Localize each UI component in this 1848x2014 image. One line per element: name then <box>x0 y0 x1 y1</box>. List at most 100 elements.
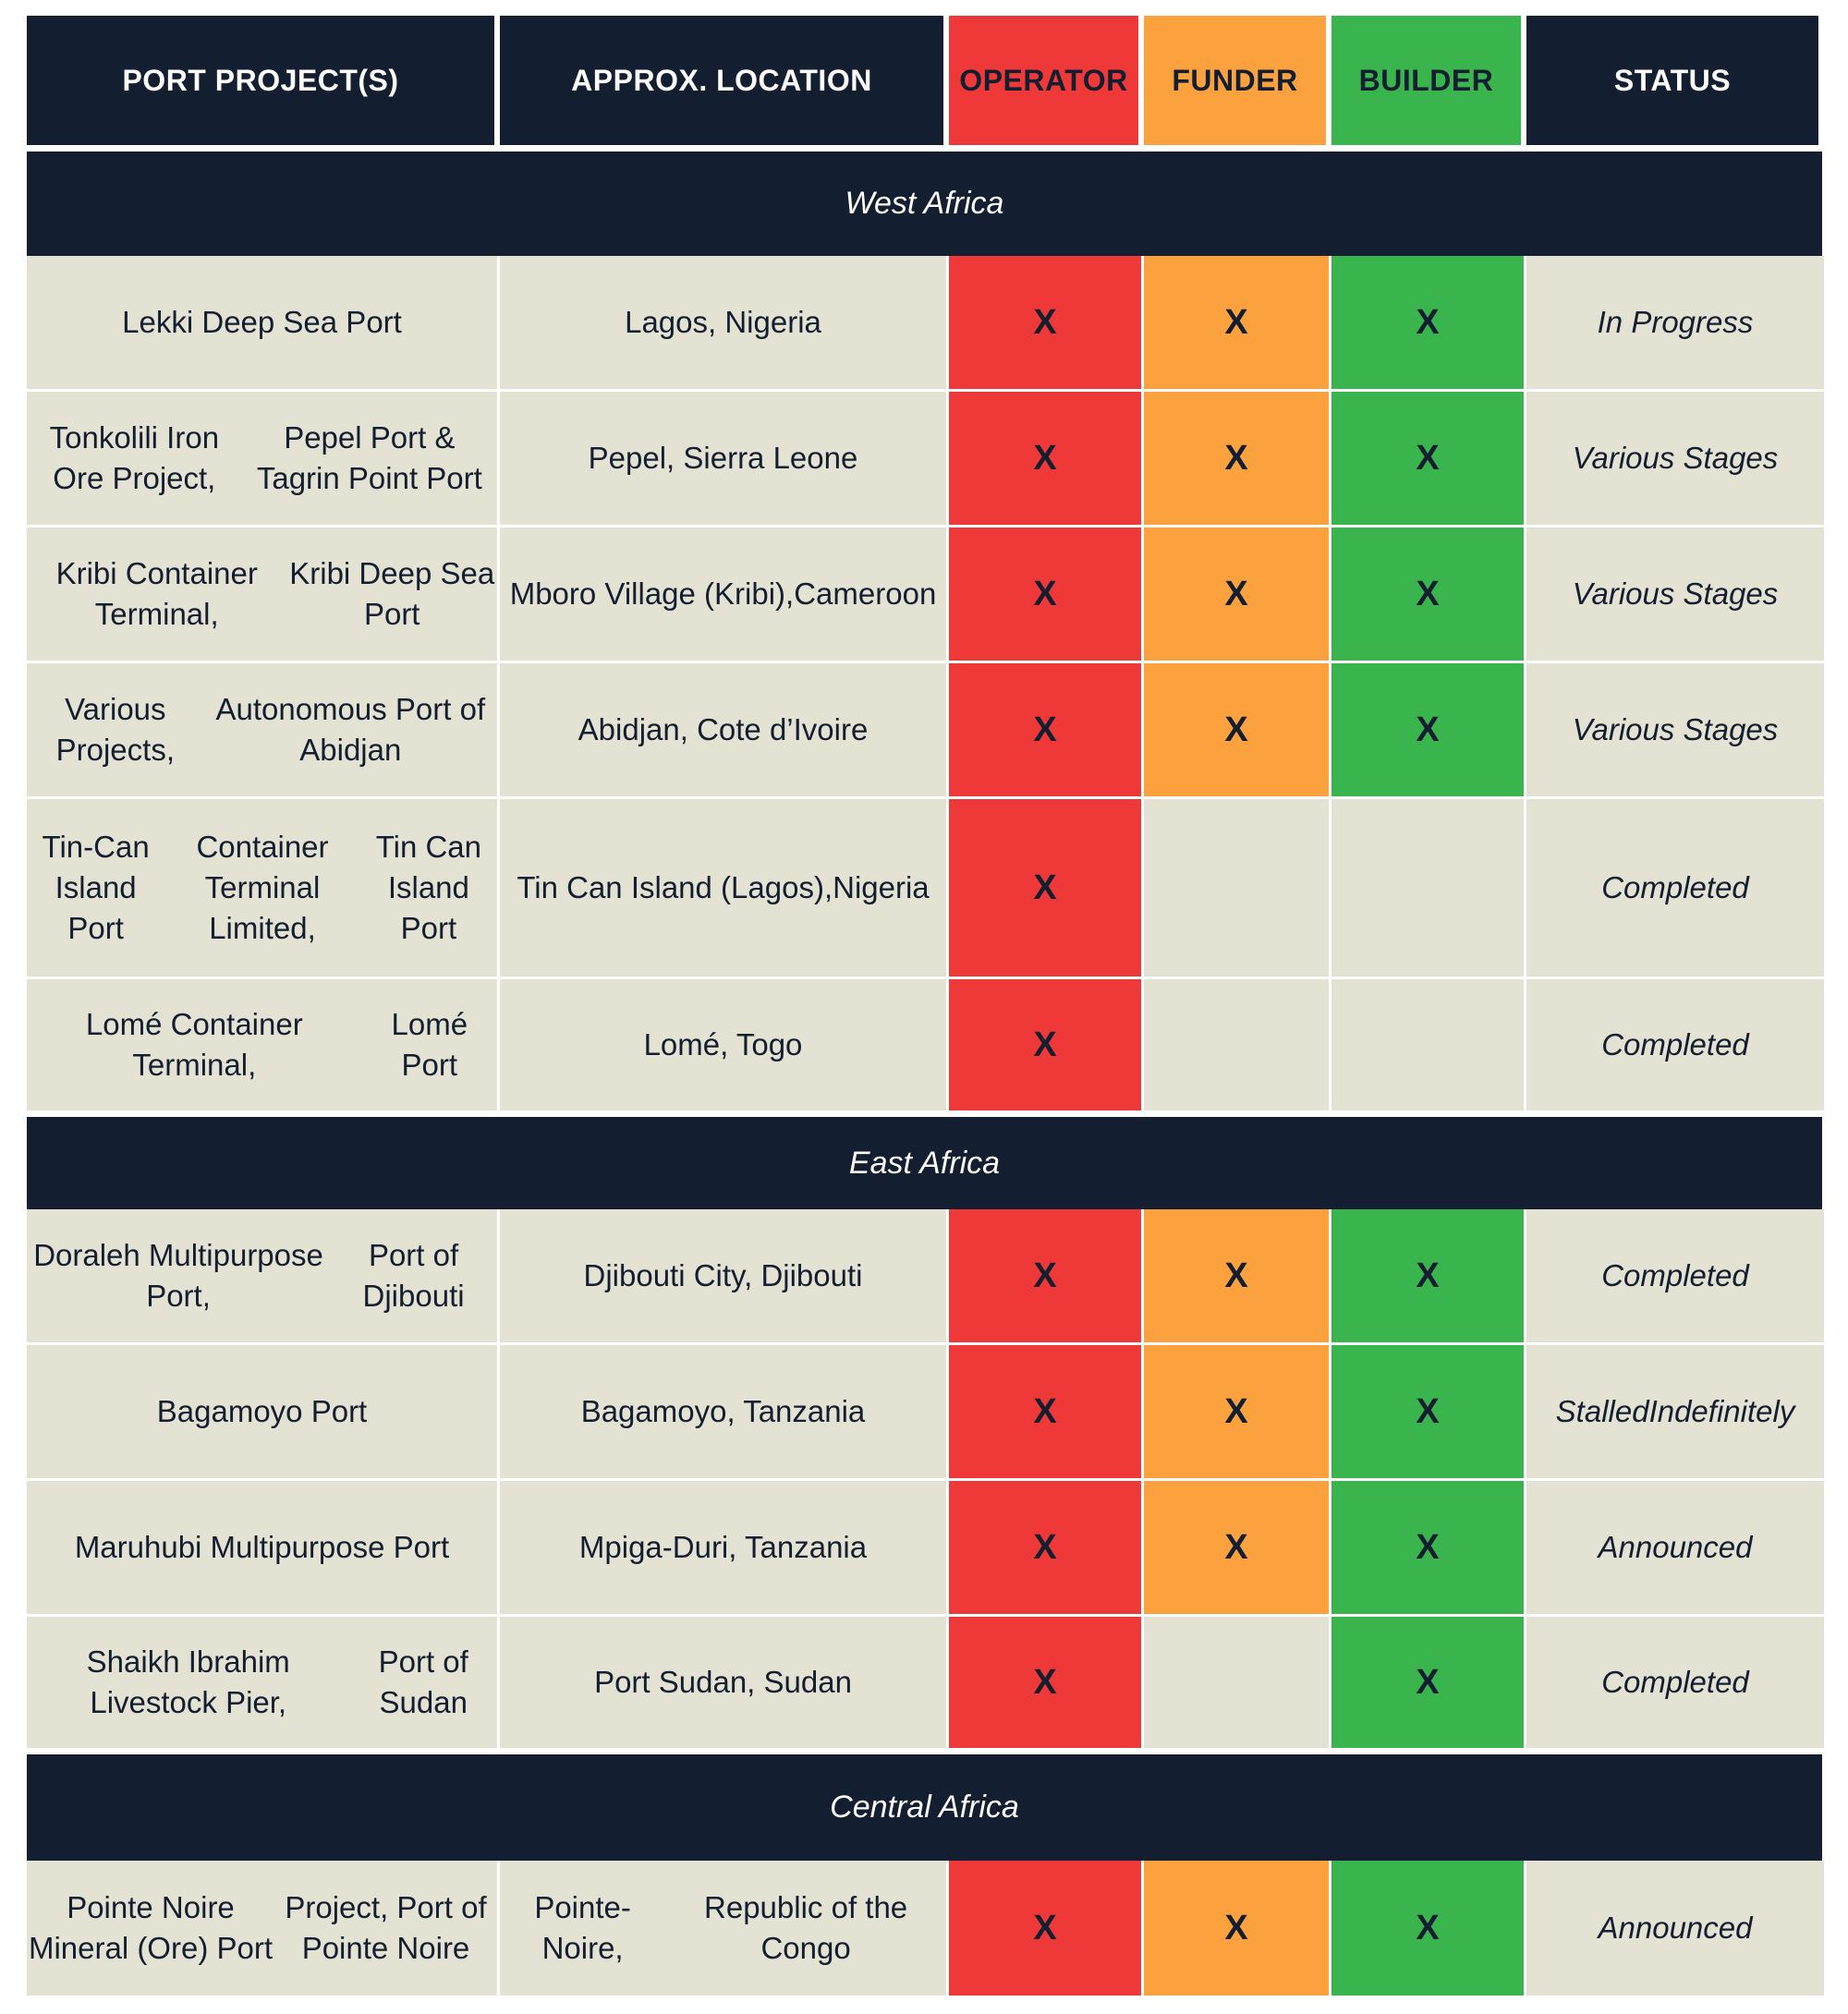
cell-line: Nigeria <box>833 870 930 904</box>
status-cell: Various Stages <box>1526 528 1824 661</box>
table-row: Various Projects, Autonomous Port of Abid… <box>27 663 1824 796</box>
funder-cell <box>1144 979 1329 1110</box>
row-divider <box>27 525 1822 528</box>
header-location: APPROX. LOCATION <box>500 16 943 145</box>
operator-cell: X <box>949 1617 1141 1748</box>
cell-line: Port of Sudan <box>378 1644 468 1719</box>
operator-cell: X <box>949 979 1141 1110</box>
column-divider <box>946 663 949 796</box>
column-divider <box>946 1209 949 1342</box>
location-cell: Djibouti City, Djibouti <box>500 1209 946 1342</box>
location-cell: Pointe-Noire, Republic of the Congo <box>500 1861 946 1996</box>
location-cell: Pepel, Sierra Leone <box>500 392 946 525</box>
builder-cell: X <box>1331 663 1524 796</box>
column-divider <box>1524 1481 1526 1614</box>
column-divider <box>1524 1861 1526 1996</box>
cell-line: Mpiga-Duri, Tanzania <box>578 1530 868 1564</box>
cell-line: Lekki Deep Sea Port <box>122 305 402 339</box>
status-cell: Completed <box>1526 1209 1824 1342</box>
column-divider <box>1524 256 1526 389</box>
column-divider <box>497 1481 500 1614</box>
cell-line: Abidjan, Cote d’Ivoire <box>578 712 869 746</box>
column-divider <box>497 1209 500 1342</box>
cell-line: Pointe-Noire, <box>534 1890 631 1965</box>
location-cell: Abidjan, Cote d’Ivoire <box>500 663 946 796</box>
operator-mark: X <box>1033 868 1057 907</box>
operator-cell: X <box>949 663 1141 796</box>
column-divider <box>1524 979 1526 1110</box>
cell-line: Maruhubi Multipurpose Port <box>74 1530 450 1564</box>
column-divider <box>497 799 500 977</box>
status-cell: Completed <box>1526 799 1824 977</box>
builder-mark: X <box>1416 575 1440 613</box>
operator-cell: X <box>949 256 1141 389</box>
region-name: Central Africa <box>830 1790 1019 1825</box>
cell-line: Pointe Noire Mineral (Ore) Port <box>28 1890 274 1965</box>
cell-line: Lomé, Togo <box>643 1027 803 1062</box>
project-cell: Doraleh Multipurpose Port, Port of Djibou… <box>27 1209 497 1342</box>
operator-cell: X <box>949 392 1141 525</box>
table-row: Lekki Deep Sea Port Lagos, Nigeria X X X In P… <box>27 256 1824 389</box>
table-row: Tin-Can Island Port Container Terminal Li… <box>27 799 1824 977</box>
location-cell: Lomé, Togo <box>500 979 946 1110</box>
funder-cell: X <box>1144 663 1329 796</box>
column-divider <box>946 1861 949 1996</box>
cell-line: Djibouti City, Djibouti <box>583 1258 863 1292</box>
operator-cell: X <box>949 528 1141 661</box>
table-row: Tonkolili Iron Ore Project, Pepel Port & … <box>27 392 1824 525</box>
builder-cell <box>1331 979 1524 1110</box>
funder-mark: X <box>1224 1528 1248 1567</box>
column-divider <box>497 528 500 661</box>
cell-line: Tin Can Island Port <box>375 830 482 945</box>
location-cell: Mpiga-Duri, Tanzania <box>500 1481 946 1614</box>
operator-mark: X <box>1033 1663 1057 1702</box>
operator-mark: X <box>1033 1528 1057 1567</box>
cell-line: Completed <box>1601 1665 1749 1699</box>
funder-mark: X <box>1224 1392 1248 1431</box>
column-divider <box>1524 1345 1526 1478</box>
funder-cell: X <box>1144 1345 1329 1478</box>
status-cell: Various Stages <box>1526 663 1824 796</box>
column-divider <box>946 392 949 525</box>
funder-mark: X <box>1224 439 1248 478</box>
column-divider <box>1329 1345 1331 1478</box>
header-status: STATUS <box>1526 16 1818 145</box>
status-cell: Announced <box>1526 1861 1824 1996</box>
builder-cell: X <box>1331 528 1524 661</box>
operator-mark: X <box>1033 710 1057 749</box>
operator-cell: X <box>949 799 1141 977</box>
header-divider <box>943 16 949 145</box>
builder-mark: X <box>1416 710 1440 749</box>
header-divider <box>1326 16 1331 145</box>
column-divider <box>1141 799 1144 977</box>
cell-line: Kribi Deep Sea Port <box>289 556 495 631</box>
cell-line: Port Sudan, Sudan <box>594 1665 852 1699</box>
cell-line: In Progress <box>1597 305 1754 339</box>
column-divider <box>1524 1617 1526 1748</box>
column-divider <box>1329 979 1331 1110</box>
project-cell: Pointe Noire Mineral (Ore) Port Project, … <box>27 1861 497 1996</box>
cell-line: Tin-Can Island Port <box>42 830 150 945</box>
cell-line: Bagamoyo, Tanzania <box>580 1394 866 1428</box>
project-cell: Lomé Container Terminal, Lomé Port <box>27 979 497 1110</box>
column-divider <box>1524 1209 1526 1342</box>
cell-line: Container Terminal Limited, <box>196 830 329 945</box>
cell-line: Autonomous Port of Abidjan <box>215 692 486 767</box>
column-divider <box>1141 392 1144 525</box>
column-divider <box>497 1861 500 1996</box>
column-divider <box>1329 1209 1331 1342</box>
cell-line: Kribi Container Terminal, <box>55 556 258 631</box>
column-divider <box>497 256 500 389</box>
location-cell: Bagamoyo, Tanzania <box>500 1345 946 1478</box>
table-row: Bagamoyo Port Bagamoyo, Tanzania X X X Stalle… <box>27 1345 1824 1478</box>
funder-cell: X <box>1144 1481 1329 1614</box>
cell-line: Completed <box>1601 1258 1749 1292</box>
funder-cell: X <box>1144 1209 1329 1342</box>
column-divider <box>946 1345 949 1478</box>
builder-mark: X <box>1416 1909 1440 1947</box>
column-divider <box>1141 1617 1144 1748</box>
builder-mark: X <box>1416 303 1440 342</box>
funder-cell: X <box>1144 528 1329 661</box>
operator-mark: X <box>1033 575 1057 613</box>
status-cell: Completed <box>1526 979 1824 1110</box>
